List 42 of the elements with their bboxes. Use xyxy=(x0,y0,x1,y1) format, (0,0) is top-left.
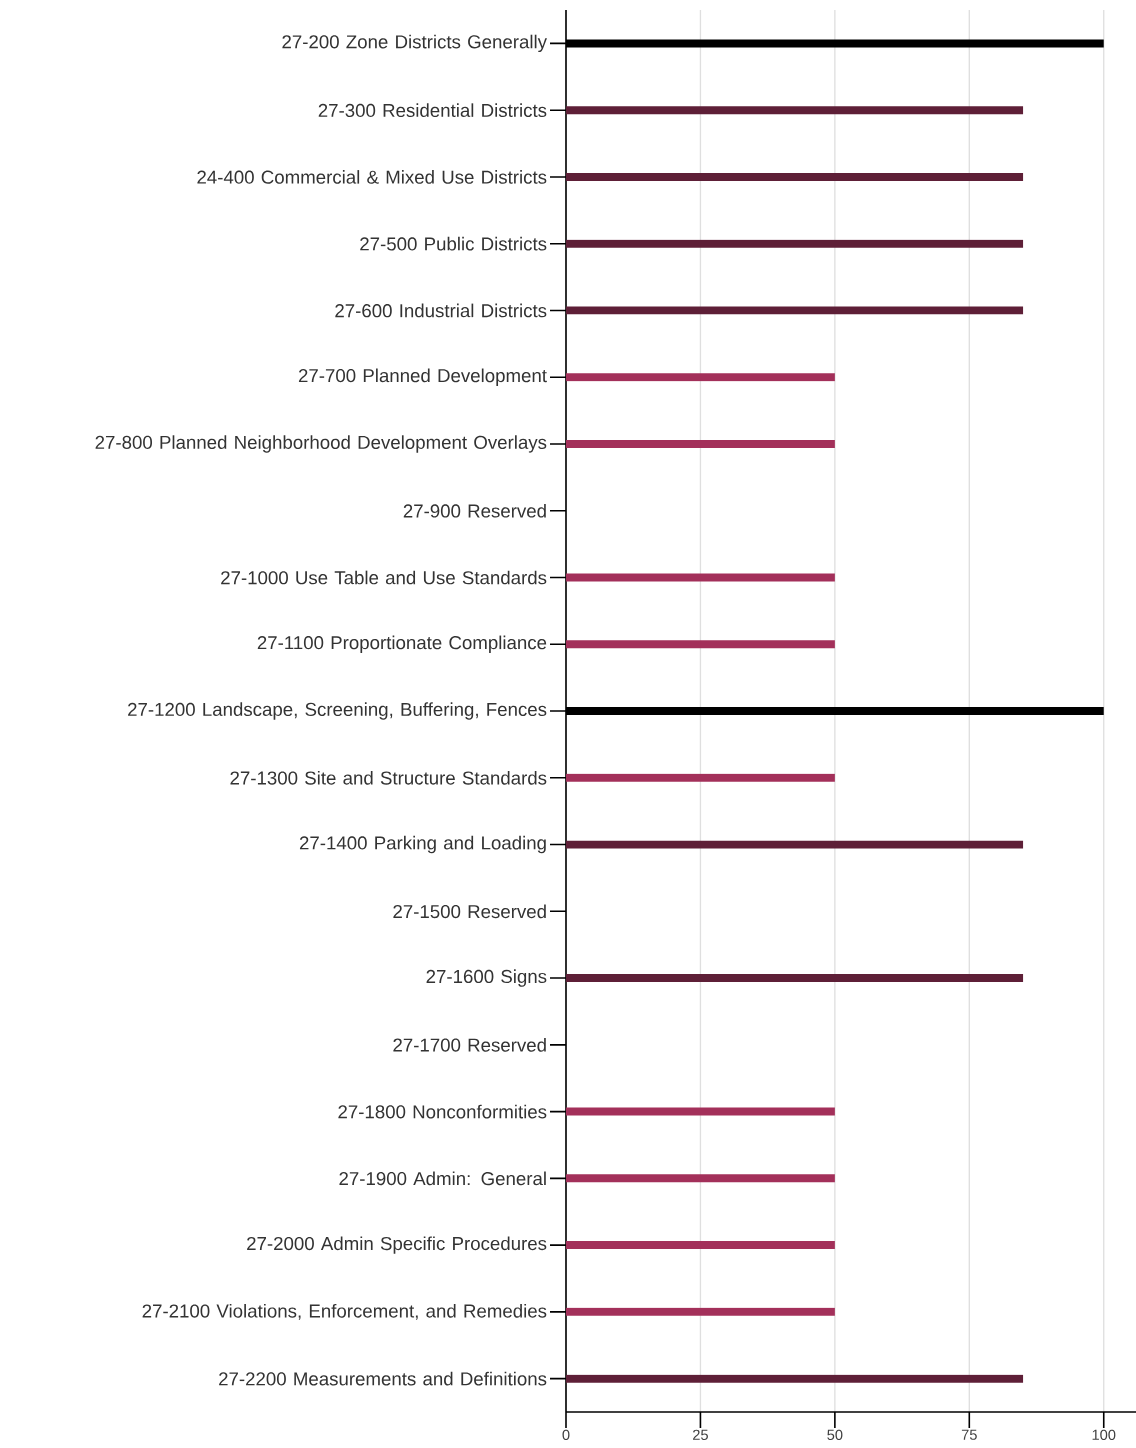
bar xyxy=(566,373,835,382)
y-tick-label: 27-900 Reserved xyxy=(403,503,546,518)
y-tick-label: 27-600 Industrial Districts xyxy=(335,303,547,318)
bar xyxy=(566,1307,835,1316)
y-tick-label: 27-300 Residential Districts xyxy=(318,103,547,118)
y-tick-label: 27-700 Planned Development xyxy=(298,368,547,386)
y-tick-label: 27-1400 Parking and Loading xyxy=(299,835,546,854)
y-tick-label: 27-1800 Nonconformities xyxy=(338,1104,547,1119)
y-tick-label: 27-1000 Use Table and Use Standards xyxy=(221,570,547,585)
y-tick-label: 27-1200 Landscape, Screening, Buffering, Fences xyxy=(128,702,547,720)
y-tick-label: 27-1600 Signs xyxy=(426,969,547,987)
y-tick-label: 27-2100 Violations, Enforcement, and Remedies xyxy=(142,1303,547,1320)
y-tick-label: 27-2000 Admin Specific Procedures xyxy=(247,1236,547,1254)
y-tick-label: 27-2200 Measurements and Definitions xyxy=(219,1371,547,1386)
bar xyxy=(566,573,835,582)
x-tick-label: 25 xyxy=(693,1429,708,1440)
bar xyxy=(566,306,1024,315)
bar xyxy=(566,974,1024,983)
y-tick-label: 27-500 Public Districts xyxy=(360,236,547,251)
bar xyxy=(566,1107,835,1116)
bar xyxy=(566,840,1024,849)
y-tick-label: 24-400 Commercial & Mixed Use Districts xyxy=(197,170,547,184)
bar xyxy=(566,1174,835,1183)
y-tick-label: 27-1700 Reserved xyxy=(393,1037,546,1052)
x-tick-label: 75 xyxy=(961,1429,977,1440)
y-tick-label: 27-1300 Site and Structure Standards xyxy=(230,770,547,785)
x-tick-label: 50 xyxy=(827,1429,843,1440)
y-tick-label: 27-1100 Proportionate Compliance xyxy=(257,635,547,653)
bar xyxy=(566,1374,1024,1383)
y-tick-label: 27-1500 Reserved xyxy=(393,904,546,919)
bar xyxy=(566,439,835,448)
bar xyxy=(566,239,1024,248)
x-tick-label: 0 xyxy=(562,1429,570,1440)
y-tick-label: 27-200 Zone Districts Generally xyxy=(282,34,547,53)
bar xyxy=(566,640,835,649)
x-tick-label: 100 xyxy=(1092,1429,1116,1440)
y-tick-label: 27-800 Planned Neighborhood Development Overlays xyxy=(95,435,547,453)
bar xyxy=(566,773,835,782)
bar xyxy=(566,106,1024,115)
bar xyxy=(566,1241,835,1250)
y-tick-label: 27-1900 Admin: General xyxy=(339,1171,546,1186)
bar xyxy=(566,172,1024,181)
